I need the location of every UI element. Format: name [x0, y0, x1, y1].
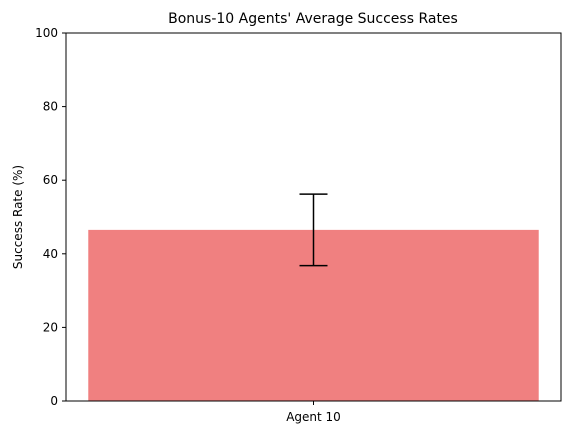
y-tick-label: 60: [43, 173, 58, 187]
x-axis: Agent 10: [286, 401, 341, 424]
chart-title: Bonus-10 Agents' Average Success Rates: [168, 11, 458, 27]
y-axis: 0 20 40 60 80 100: [35, 26, 66, 408]
y-tick-label: 0: [50, 394, 58, 408]
y-tick-label: 20: [43, 320, 58, 334]
error-bar: [299, 193, 328, 267]
y-tick-label: 80: [43, 100, 58, 114]
y-axis-label: Success Rate (%): [11, 165, 25, 269]
y-tick-label: 100: [35, 26, 58, 40]
plot-area: [88, 193, 539, 401]
x-tick-label: Agent 10: [286, 410, 341, 424]
y-tick-label: 40: [43, 247, 58, 261]
